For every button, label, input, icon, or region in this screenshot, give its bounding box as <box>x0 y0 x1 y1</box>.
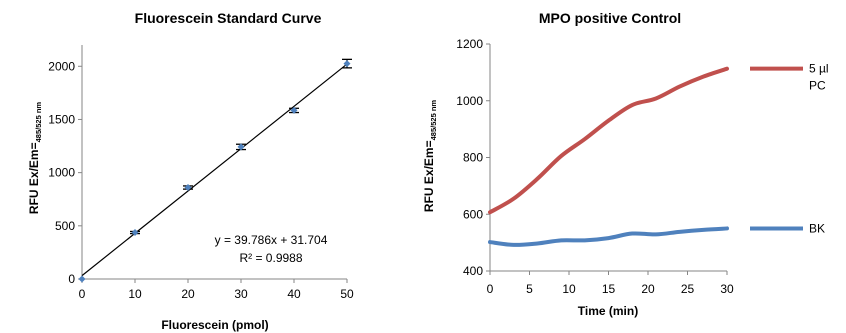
chart2-y-axis-title-sub: 485/525 nm <box>429 100 438 141</box>
chart2-y-axis-title: RFU Ex/Em=485/525 nm <box>422 100 438 212</box>
chart1-title: Fluorescein Standard Curve <box>135 10 322 26</box>
trendline-equation: y = 39.786x + 31.704 <box>215 233 328 247</box>
chart2-series-line-0 <box>488 66 729 215</box>
chart1-y-tick-label: 500 <box>55 219 75 233</box>
chart2-y-axis-title-main: RFU Ex/Em= <box>422 140 436 212</box>
chart2-x-tick-label: 10 <box>562 282 576 296</box>
chart2-x-axis-title: Time (min) <box>578 304 638 318</box>
chart1-y-axis-title-main: RFU Ex/Em= <box>27 142 41 214</box>
chart2-y-tick-label: 600 <box>463 207 483 221</box>
chart2-y-tick-label: 800 <box>463 151 483 165</box>
chart1-x-tick-label: 30 <box>234 287 248 301</box>
chart2-legend-label: 5 µl <box>809 62 829 76</box>
chart2-x-tick-label: 5 <box>526 282 533 296</box>
chart1-y-axis-title: RFU Ex/Em=485/525 nm <box>27 102 43 214</box>
chart1-x-tick-label: 40 <box>287 287 301 301</box>
chart2-x-tick-label: 0 <box>487 282 494 296</box>
chart2-legend-label: PC <box>809 79 826 93</box>
chart1-x-tick-label: 10 <box>128 287 142 301</box>
chart1-y-tick-label: 1500 <box>48 112 75 126</box>
chart2-y-tick-label: 400 <box>463 264 483 278</box>
chart2-x-tick-label: 15 <box>602 282 616 296</box>
chart1-data-point <box>237 143 245 151</box>
chart2-x-tick-label: 25 <box>681 282 695 296</box>
chart2-series-line-1 <box>488 226 729 247</box>
chart1-y-tick-label: 0 <box>68 272 75 286</box>
trendline-r-squared: R² = 0.9988 <box>239 251 302 265</box>
chart1-x-tick-label: 50 <box>340 287 354 301</box>
chart1-trendline <box>81 63 348 277</box>
chart1-plot-area: 0 500 1000 1500 2000 0 10 20 30 40 50 <box>48 45 354 301</box>
chart2-x-tick-label: 30 <box>720 282 734 296</box>
chart1-data-point <box>184 184 192 192</box>
chart1-x-tick-label: 20 <box>181 287 195 301</box>
chart1-x-tick-label: 0 <box>79 287 86 301</box>
chart2-y-tick-label: 1000 <box>456 94 483 108</box>
chart1-y-tick-label: 1000 <box>48 166 75 180</box>
chart2-plot-area: 400 600 800 1000 1200 0 5 10 15 20 25 30 5 µl PC BK <box>456 37 828 296</box>
chart1-x-axis-title: Fluorescein (pmol) <box>161 318 268 332</box>
chart2-x-tick-label: 20 <box>641 282 655 296</box>
chart1-data-point <box>290 106 298 114</box>
chart1-data-point <box>78 275 86 283</box>
chart1-y-axis-title-sub: 485/525 nm <box>34 102 43 143</box>
chart2-title: MPO positive Control <box>539 10 681 26</box>
chart1-y-tick-label: 2000 <box>48 59 75 73</box>
chart1-data-point <box>131 229 139 237</box>
chart1-data-point <box>343 60 351 68</box>
chart2-legend-label: BK <box>809 221 825 235</box>
chart2-y-tick-label: 1200 <box>456 37 483 51</box>
